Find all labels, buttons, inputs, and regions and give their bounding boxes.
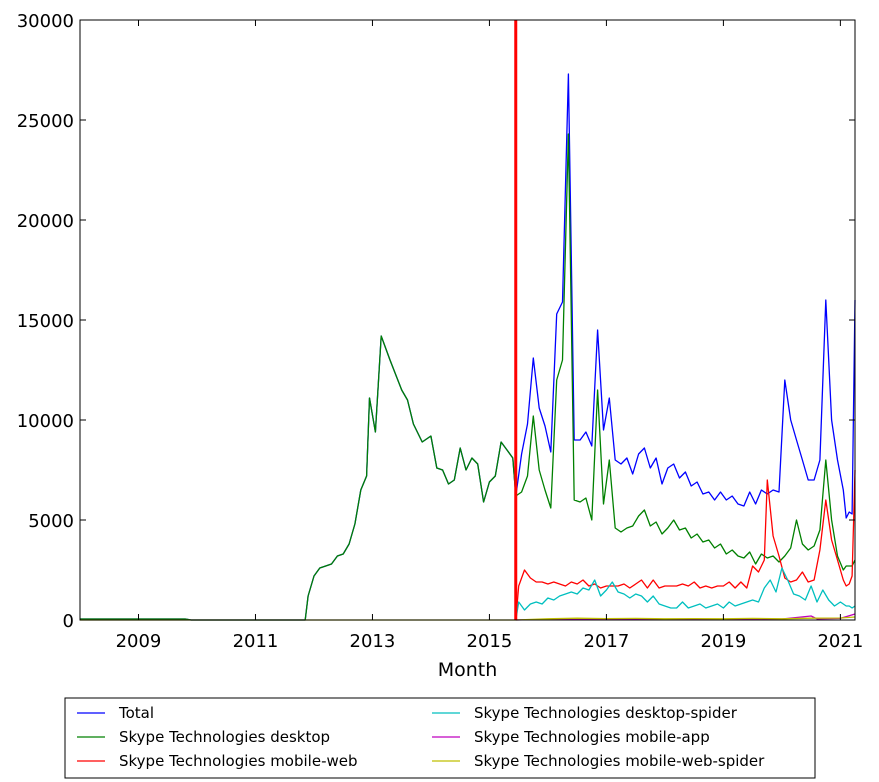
series-line-5: [80, 616, 856, 621]
series-line-2: [515, 469, 856, 621]
x-tick-label: 2017: [584, 631, 630, 652]
legend-label-5: Skype Technologies mobile-web-spider: [474, 752, 765, 770]
y-tick-label: 10000: [17, 411, 74, 432]
y-tick-label: 0: [63, 611, 74, 632]
axis-ticks: 2009 2011 2013 2015 2017 2019 2021 0 5000 10000 15…: [17, 11, 864, 652]
series-line-1: [80, 133, 856, 621]
series-line-3: [515, 567, 856, 621]
legend-label-1: Skype Technologies desktop: [119, 728, 330, 746]
x-tick-label: 2009: [116, 631, 162, 652]
x-axis-title: Month: [438, 659, 498, 681]
legend-label-3: Skype Technologies desktop-spider: [474, 704, 738, 722]
x-tick-label: 2013: [350, 631, 396, 652]
legend-box: [64, 697, 816, 779]
y-tick-label: 20000: [17, 211, 74, 232]
legend-label-2: Skype Technologies mobile-web: [119, 752, 358, 770]
legend-label-4: Skype Technologies mobile-app: [474, 728, 710, 746]
x-tick-label: 2021: [817, 631, 863, 652]
y-tick-label: 30000: [17, 11, 74, 32]
x-tick-label: 2011: [233, 631, 279, 652]
y-tick-label: 5000: [28, 511, 74, 532]
x-tick-label: 2019: [700, 631, 746, 652]
y-tick-label: 15000: [17, 311, 74, 332]
x-tick-label: 2015: [467, 631, 513, 652]
plot-area: [80, 20, 855, 620]
series-lines: [80, 73, 856, 621]
y-tick-label: 25000: [17, 111, 74, 132]
legend-label-0: Total: [118, 704, 154, 722]
legend: Total Skype Technologies desktop Skype Tec…: [64, 697, 816, 779]
